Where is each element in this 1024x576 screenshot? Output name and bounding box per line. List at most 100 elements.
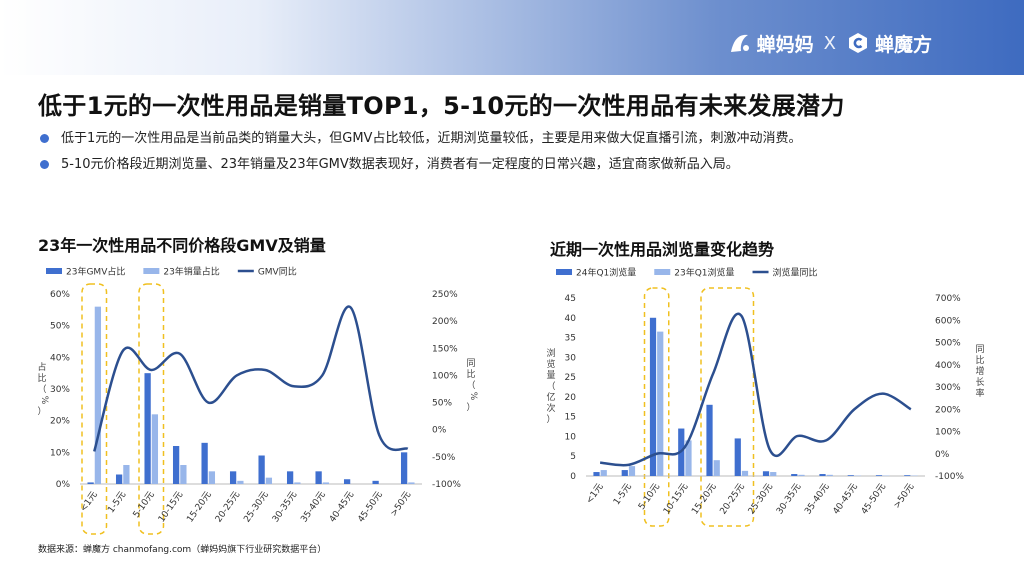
- y-left-tick-label: 10: [565, 432, 577, 442]
- bar: [94, 306, 102, 484]
- x-tick-label: 10-15元: [157, 490, 185, 525]
- bullet-text: 5-10元价格段近期浏览量、23年销量及23年GMV数据表现好，消费者有一定程度…: [61, 157, 739, 172]
- bar: [372, 480, 379, 484]
- y-right-tick-label: 700%: [935, 294, 961, 304]
- y-right-tick-label: 500%: [935, 339, 961, 349]
- y-right-axis-label: 长: [975, 376, 984, 388]
- chanmofang-logo: 蝉魔方: [846, 30, 932, 57]
- y-right-tick-label: -50%: [432, 453, 456, 463]
- x-tick-label: 20-25元: [718, 482, 746, 517]
- y-left-tick-label: 50%: [50, 322, 70, 332]
- bar: [237, 480, 244, 484]
- bar: [322, 482, 330, 484]
- x-tick-label: 35-40元: [299, 490, 327, 525]
- y-left-tick-label: 10%: [50, 448, 70, 458]
- bar: [151, 414, 159, 484]
- legend-swatch-bar: [654, 269, 671, 275]
- bar: [294, 482, 301, 484]
- bar: [180, 465, 187, 484]
- y-left-tick-label: 30%: [50, 385, 70, 395]
- y-right-tick-label: 400%: [935, 361, 961, 371]
- y-left-tick-label: 20%: [50, 417, 70, 427]
- y-left-axis-label: （: [37, 384, 46, 395]
- highlight-box: [81, 283, 108, 535]
- y-right-tick-label: 50%: [432, 399, 452, 409]
- bar: [343, 479, 351, 484]
- highlight-box: [643, 287, 670, 527]
- bar: [172, 446, 180, 484]
- bullet-item: 5-10元价格段近期浏览量、23年销量及23年GMV数据表现好，消费者有一定程度…: [38, 156, 988, 173]
- y-left-axis-label: 亿: [546, 391, 555, 403]
- bullet-list: 低于1元的一次性用品是当前品类的销量大头，但GMV占比较低，近期浏览量较低，主要…: [38, 130, 988, 182]
- bullet-item: 低于1元的一次性用品是当前品类的销量大头，但GMV占比较低，近期浏览量较低，主要…: [38, 130, 988, 147]
- y-left-tick-label: 60%: [50, 290, 70, 300]
- data-source-footer: 数据来源：蝉魔方 chanmofang.com（蝉妈妈旗下行业研究数据平台）: [38, 545, 327, 555]
- bar: [87, 482, 94, 484]
- chanmama-logo-text: 蝉妈妈: [756, 33, 814, 56]
- y-left-axis-label: ）: [37, 406, 46, 417]
- y-left-axis-label: 览: [546, 358, 555, 370]
- y-left-tick-label: 30: [565, 353, 577, 363]
- x-tick-label: 25-30元: [747, 482, 775, 517]
- y-right-axis-label: 同: [975, 344, 984, 355]
- y-right-tick-label: 100%: [432, 371, 458, 381]
- x-tick-label: 1-5元: [106, 490, 128, 515]
- y-left-tick-label: 40%: [50, 353, 70, 363]
- bar: [657, 331, 664, 476]
- highlight-box: [138, 283, 165, 535]
- x-tick-label: <1元: [79, 490, 100, 514]
- y-left-tick-label: 0%: [56, 480, 71, 490]
- x-tick-label: 10-15元: [662, 482, 690, 517]
- chart-title-gmv: 23年一次性用品不同价格段GMV及销量: [38, 236, 326, 255]
- bar: [593, 472, 600, 476]
- y-right-axis-label: ）: [466, 402, 475, 413]
- bar: [315, 471, 322, 484]
- x-tick-label: 15-20元: [690, 482, 718, 517]
- bar: [123, 465, 130, 484]
- x-tick-label: 15-20元: [185, 490, 213, 525]
- x-tick-label: 5-10元: [132, 490, 157, 520]
- bullet-text: 低于1元的一次性用品是当前品类的销量大头，但GMV占比较低，近期浏览量较低，主要…: [61, 131, 802, 146]
- brand-logos: 蝉妈妈 X 蝉魔方: [728, 28, 932, 58]
- y-left-tick-label: 5: [570, 452, 576, 462]
- x-tick-label: >50元: [892, 482, 916, 511]
- chanmofang-logo-icon: [848, 33, 867, 53]
- bar: [819, 474, 826, 476]
- bar: [826, 474, 833, 476]
- y-right-tick-label: 150%: [432, 344, 458, 354]
- x-tick-label: 1-5元: [612, 482, 634, 507]
- x-tick-label: 40-45元: [328, 490, 356, 525]
- y-right-tick-label: -100%: [935, 472, 964, 482]
- legend-label: 23年Q1浏览量: [674, 267, 734, 279]
- bar: [621, 470, 628, 476]
- y-left-tick-label: 35: [565, 334, 576, 344]
- page-headline: 低于1元的一次性用品是销量TOP1，5-10元的一次性用品有未来发展潜力: [38, 92, 845, 120]
- x-tick-label: 35-40元: [803, 482, 831, 517]
- bar: [770, 472, 777, 476]
- bar: [600, 470, 607, 476]
- y-left-tick-label: 0: [570, 472, 576, 482]
- bar: [706, 404, 713, 476]
- bar: [258, 455, 265, 484]
- y-right-axis-label: 比: [466, 368, 475, 380]
- bar: [229, 471, 237, 484]
- y-left-tick-label: 40: [565, 314, 577, 324]
- bar: [713, 460, 720, 476]
- x-tick-label: 30-35元: [775, 482, 803, 517]
- y-right-axis-label: 增: [975, 365, 984, 377]
- series-line: [93, 305, 409, 452]
- y-right-axis-label: 比: [975, 354, 984, 366]
- x-tick-label: 20-25元: [214, 490, 242, 525]
- y-left-axis-label: 占: [37, 361, 46, 373]
- y-right-tick-label: 200%: [935, 405, 961, 415]
- bar: [685, 440, 692, 476]
- x-tick-label: 30-35元: [271, 490, 299, 525]
- brand-separator: X: [823, 32, 836, 54]
- y-right-tick-label: -100%: [432, 480, 461, 490]
- bar: [201, 442, 208, 484]
- x-tick-label: 45-50元: [860, 482, 888, 517]
- bar: [904, 475, 911, 476]
- bar: [762, 471, 770, 476]
- legend-swatch-bar: [556, 269, 572, 275]
- y-left-axis-label: ）: [546, 414, 555, 425]
